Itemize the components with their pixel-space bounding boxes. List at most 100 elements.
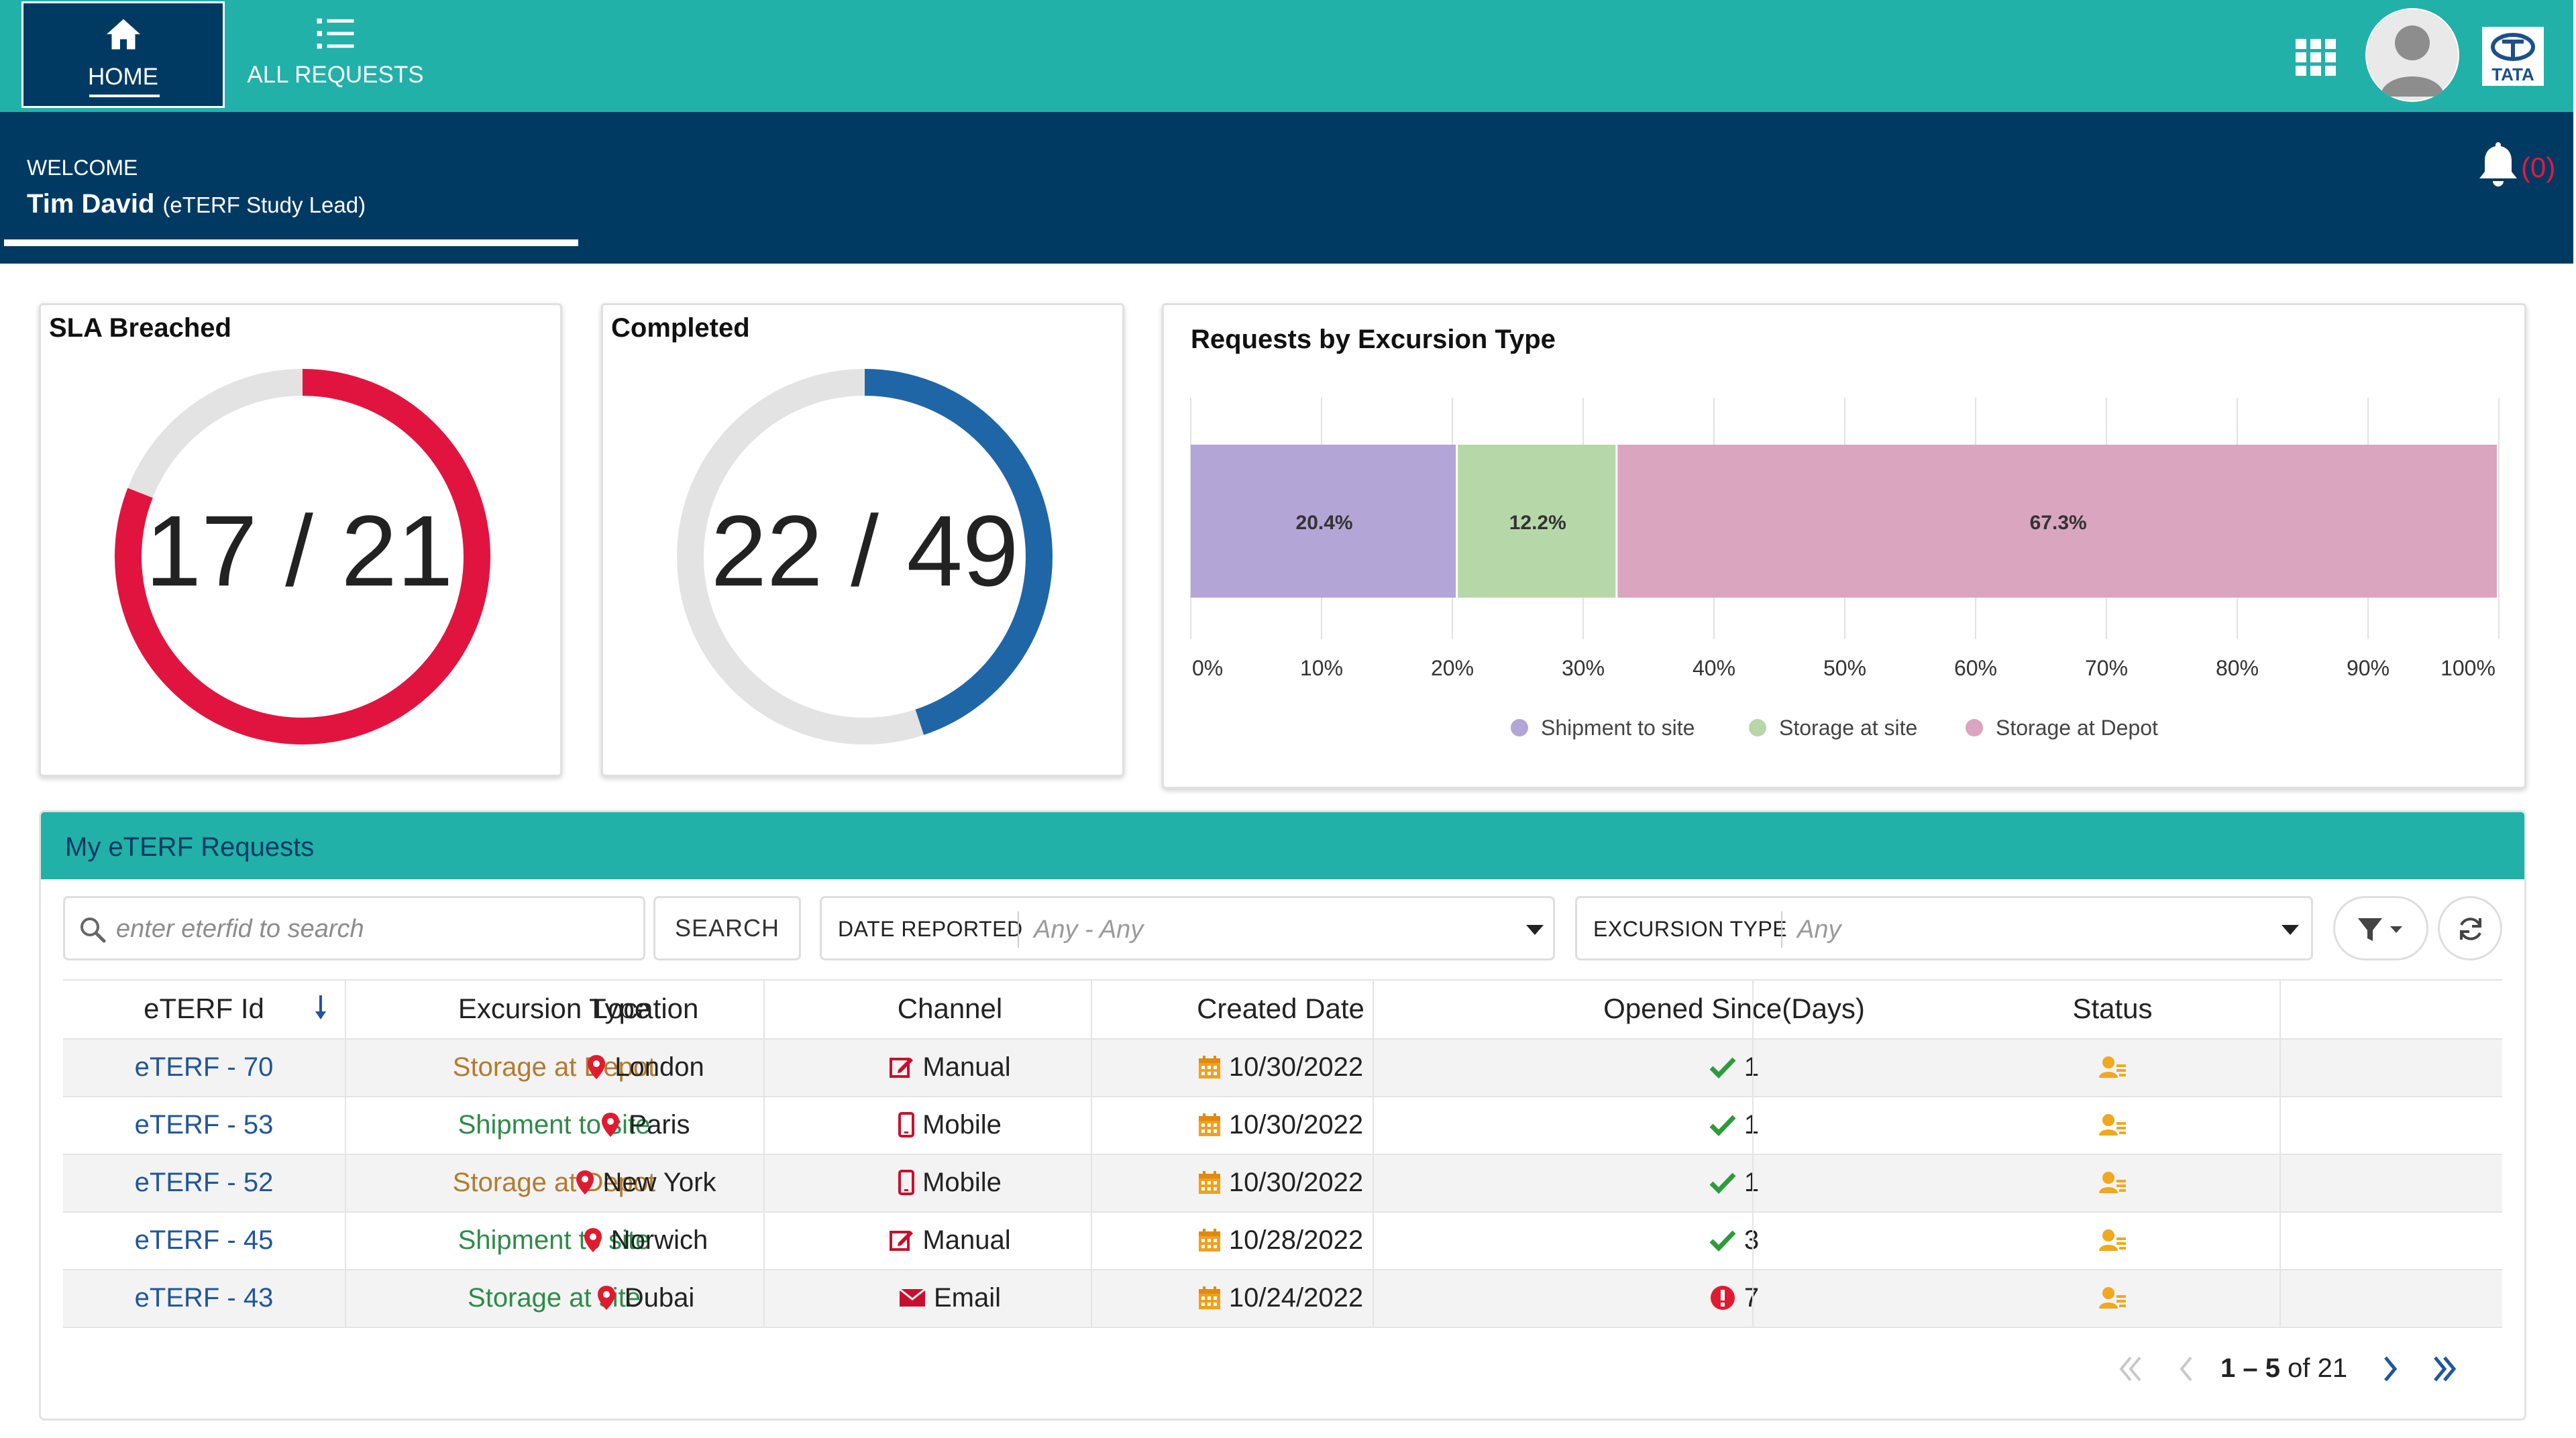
page-range: 1 – 5 xyxy=(2220,1353,2280,1383)
cell-location: New York xyxy=(482,1154,809,1211)
cell-opened-days: 1 xyxy=(1470,1154,1998,1211)
sort-button[interactable] xyxy=(313,994,329,1028)
channel-text: Manual xyxy=(922,1225,1011,1255)
location-text: Dubai xyxy=(624,1282,695,1313)
cell-id: eTERF - 45 xyxy=(63,1211,345,1269)
calendar-icon xyxy=(1198,1286,1220,1309)
grid-icon[interactable] xyxy=(2293,38,2339,78)
opened-days-text: 1 xyxy=(1743,1052,1760,1082)
excursion-type-value: Any xyxy=(1797,916,1841,944)
nav-home-label: HOME xyxy=(88,64,158,90)
filter-icon xyxy=(2358,918,2402,941)
request-id-link[interactable]: eTERF - 70 xyxy=(134,1052,274,1082)
assigned-user-icon[interactable] xyxy=(2098,1113,2127,1137)
cell-channel: Mobile xyxy=(809,1096,1091,1154)
my-requests-header: My eTERF Requests xyxy=(41,812,2524,879)
top-navbar xyxy=(0,0,2573,112)
list-icon xyxy=(317,18,354,49)
x-tick-label: 60% xyxy=(1954,656,1997,680)
location-pin-icon xyxy=(597,1286,615,1310)
legend-marker xyxy=(1966,719,1983,736)
column-header: Opened Since(Days) xyxy=(1470,979,1998,1038)
legend-label[interactable]: Shipment to site xyxy=(1541,716,1695,740)
nav-all-requests-label: ALL REQUESTS xyxy=(247,62,424,88)
assigned-user-icon[interactable] xyxy=(2098,1228,2127,1252)
legend-marker xyxy=(1749,719,1766,736)
date-reported-filter[interactable]: DATE REPORTED Any - Any xyxy=(820,896,1555,960)
request-id-link[interactable]: eTERF - 52 xyxy=(134,1167,274,1197)
table-row[interactable]: eTERF - 52 Storage at Depot New York Mobile… xyxy=(63,1154,2502,1211)
column-divider xyxy=(2279,979,2281,1327)
column-header-label: Status xyxy=(2072,993,2153,1024)
table-row[interactable]: eTERF - 70 Storage at Depot London Manual 10… xyxy=(63,1038,2502,1096)
excursion-chart: Requests by Excursion Type 20.4% 12.2% 67.… xyxy=(1190,325,2500,740)
check-icon xyxy=(1709,1230,1736,1252)
calendar-icon xyxy=(1198,1113,1220,1136)
legend-marker xyxy=(1511,719,1528,736)
requests-table: eTERF Id Excursion Type Location Channel Cre… xyxy=(63,979,2502,1335)
cell-channel: Mobile xyxy=(809,1154,1091,1211)
envelope-icon xyxy=(899,1288,926,1307)
cell-created-date: 10/30/2022 xyxy=(1091,1096,1470,1154)
cell-opened-days: 1 xyxy=(1470,1038,1998,1096)
cell-created-date: 10/28/2022 xyxy=(1091,1211,1470,1269)
bar-segment[interactable] xyxy=(1191,445,1456,598)
opened-days-text: 1 xyxy=(1743,1167,1760,1197)
column-divider xyxy=(763,979,765,1327)
table-row[interactable]: eTERF - 53 Shipment to site Paris Mobile 10/… xyxy=(63,1096,2502,1154)
cell-id: eTERF - 43 xyxy=(63,1269,345,1327)
search-icon xyxy=(80,918,106,943)
request-id-link[interactable]: eTERF - 43 xyxy=(134,1282,274,1313)
search-button[interactable]: SEARCH xyxy=(653,896,801,960)
legend-label[interactable]: Storage at Depot xyxy=(1996,716,2158,740)
excursion-chart-card: Requests by Excursion Type 20.4% 12.2% 67.… xyxy=(1162,303,2526,789)
sort-descending-icon[interactable] xyxy=(313,994,329,1021)
cell-created-date: 10/24/2022 xyxy=(1091,1269,1470,1327)
last-page-icon[interactable] xyxy=(2428,1352,2462,1386)
created-date-text: 10/30/2022 xyxy=(1228,1109,1364,1140)
column-header[interactable]: eTERF Id xyxy=(63,979,345,1038)
cell-status xyxy=(1998,1096,2227,1154)
bell-icon[interactable] xyxy=(2477,140,2520,188)
prev-page-icon[interactable] xyxy=(2169,1352,2203,1386)
check-icon xyxy=(1709,1115,1736,1136)
next-page-icon[interactable] xyxy=(2373,1352,2407,1386)
x-tick-label: 80% xyxy=(2216,656,2259,680)
location-text: Paris xyxy=(629,1109,690,1140)
cell-location: Norwich xyxy=(482,1211,809,1269)
row-divider xyxy=(63,1038,2502,1040)
table-row[interactable]: eTERF - 45 Shipment to site Norwich Manual 1… xyxy=(63,1211,2502,1269)
cell-opened-days: 7 xyxy=(1470,1269,1998,1327)
cell-id: eTERF - 53 xyxy=(63,1096,345,1154)
request-id-link[interactable]: eTERF - 45 xyxy=(134,1225,274,1255)
legend-label[interactable]: Storage at site xyxy=(1779,716,1917,740)
nav-home-button[interactable]: HOME xyxy=(21,1,225,108)
search-input[interactable] xyxy=(115,906,634,952)
cell-location: Dubai xyxy=(482,1269,809,1327)
bar-segment[interactable] xyxy=(1458,445,1616,598)
filter-menu-button[interactable] xyxy=(2333,896,2428,960)
assigned-user-icon[interactable] xyxy=(2098,1170,2127,1195)
table-row[interactable]: eTERF - 43 Storage at site Dubai Email 10/24… xyxy=(63,1269,2502,1327)
row-divider xyxy=(63,1327,2502,1328)
opened-days-text: 1 xyxy=(1743,1109,1760,1140)
nav-all-requests-button[interactable]: ALL REQUESTS xyxy=(241,1,429,108)
x-tick-label: 70% xyxy=(2085,656,2128,680)
completed-title: Completed xyxy=(611,313,750,343)
refresh-button[interactable] xyxy=(2438,896,2502,960)
cell-id: eTERF - 52 xyxy=(63,1154,345,1211)
location-text: London xyxy=(614,1052,704,1082)
excursion-type-filter[interactable]: EXCURSION TYPE Any xyxy=(1575,896,2313,960)
first-page-icon[interactable] xyxy=(2113,1352,2147,1386)
location-pin-icon xyxy=(602,1113,620,1137)
bar-segment[interactable] xyxy=(1617,445,2497,598)
row-divider xyxy=(63,1096,2502,1097)
welcome-banner xyxy=(0,112,2573,264)
request-id-link[interactable]: eTERF - 53 xyxy=(134,1109,274,1140)
cell-status xyxy=(1998,1038,2227,1096)
created-date-text: 10/30/2022 xyxy=(1228,1052,1364,1082)
assigned-user-icon[interactable] xyxy=(2098,1055,2127,1079)
assigned-user-icon[interactable] xyxy=(2098,1286,2127,1310)
column-header: Created Date xyxy=(1091,979,1470,1038)
user-avatar-icon[interactable] xyxy=(2365,8,2459,102)
